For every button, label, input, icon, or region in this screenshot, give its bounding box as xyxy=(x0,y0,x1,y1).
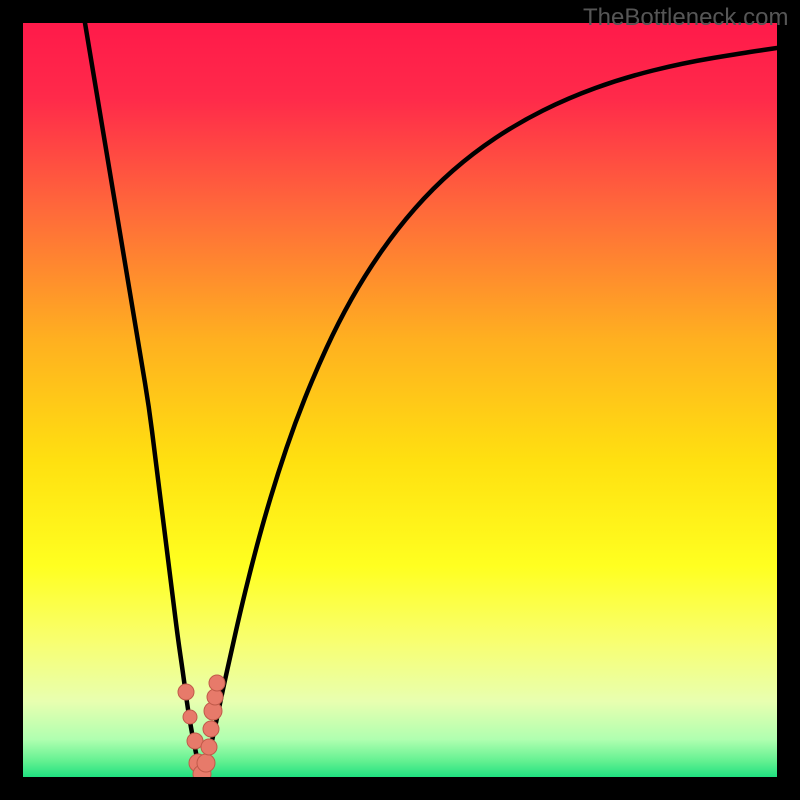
watermark-text: TheBottleneck.com xyxy=(583,4,788,32)
chart-container: TheBottleneck.com xyxy=(0,0,800,800)
data-marker xyxy=(201,739,217,755)
data-marker xyxy=(209,675,225,691)
data-marker xyxy=(203,721,219,737)
data-marker xyxy=(178,684,194,700)
data-marker xyxy=(207,689,223,705)
curve-layer xyxy=(23,23,777,777)
left-curve xyxy=(85,23,202,777)
data-marker xyxy=(197,754,215,772)
right-curve xyxy=(202,48,777,777)
plot-area xyxy=(23,23,777,777)
data-marker xyxy=(183,710,197,724)
